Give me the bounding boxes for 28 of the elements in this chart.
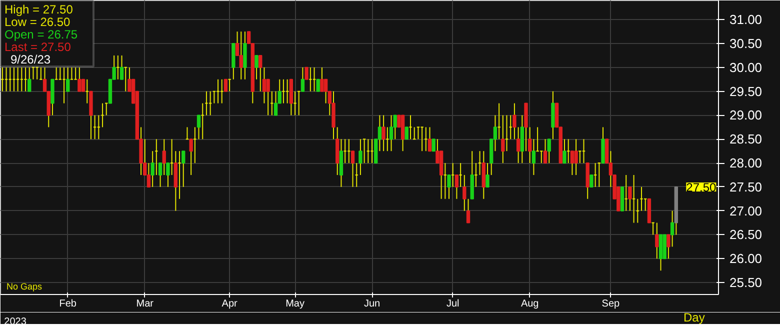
y-tick-label: 27.50 [730, 179, 762, 194]
y-tick-label: 30.50 [730, 36, 762, 52]
annotation: 9/26/23 [10, 52, 51, 66]
x-tick-label: Jul [446, 298, 460, 310]
y-tick-label: 26.50 [730, 227, 762, 242]
annotation: No Gaps [6, 282, 43, 292]
text: Day [684, 310, 705, 324]
x-tick-label: Mar [136, 298, 154, 310]
x-tick-label: Aug [520, 298, 539, 310]
annotation: High = 27.50 [4, 2, 74, 16]
annotation: Last = 27.50 [4, 40, 72, 54]
annotation: Low = 26.50 [4, 15, 71, 29]
y-tick-label: 31.00 [730, 12, 762, 28]
y-tick-label: 29.00 [730, 108, 762, 123]
y-tick-label: 27.00 [730, 203, 762, 218]
x-tick-label: May [286, 298, 304, 310]
y-tick-label: 30.00 [730, 60, 762, 75]
text: 27.50 [686, 180, 717, 194]
x-tick-label: Feb [59, 298, 77, 310]
y-tick-label: 28.00 [730, 156, 762, 171]
y-tick-label: 28.50 [730, 132, 762, 147]
y-tick-label: 25.50 [730, 275, 762, 290]
y-tick-label: 29.50 [730, 84, 762, 99]
x-tick-label: Apr [222, 298, 238, 310]
annotation: Open = 26.75 [4, 28, 78, 42]
y-tick-label: 26.00 [730, 251, 762, 266]
x-tick-label: Sep [602, 298, 620, 310]
x-tick-label: Jun [364, 298, 380, 310]
